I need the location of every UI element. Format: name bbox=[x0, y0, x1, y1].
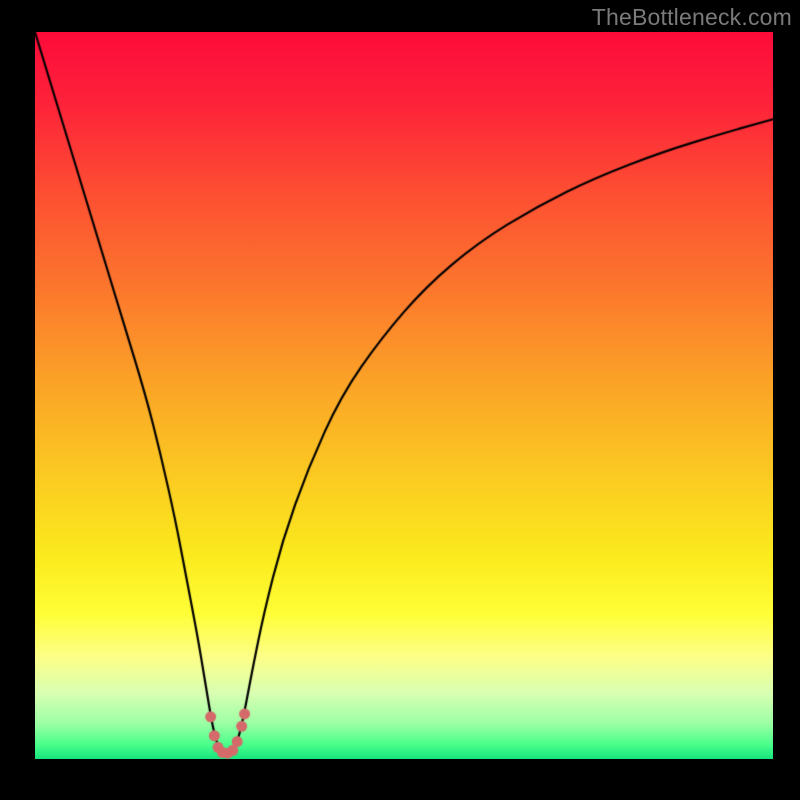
watermark-text: TheBottleneck.com bbox=[592, 4, 792, 31]
chart-canvas bbox=[0, 0, 800, 800]
